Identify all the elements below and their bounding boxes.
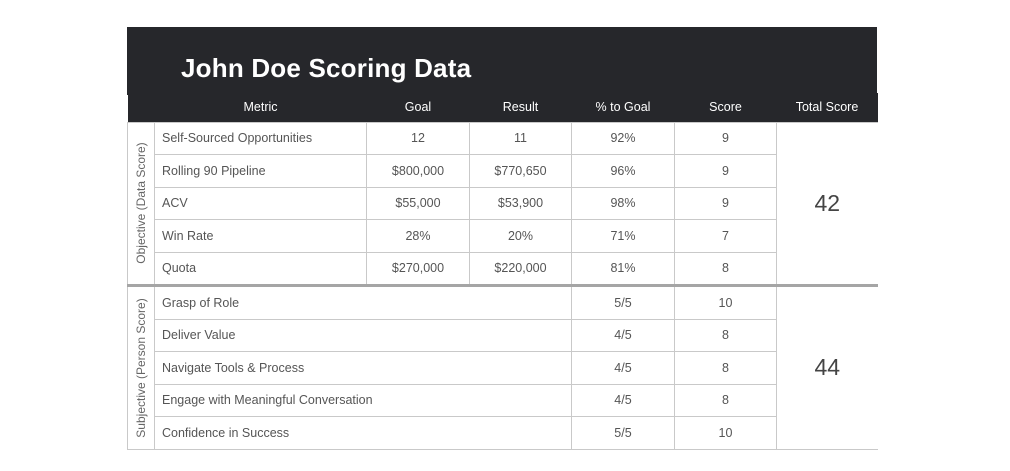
header-row: Metric Goal Result % to Goal Score Total… [127,93,878,122]
result-cell: 11 [469,121,572,155]
result-cell: $220,000 [469,251,572,286]
table-row: ACV $55,000 $53,900 98% 9 [128,186,878,220]
goal-cell: 12 [366,121,470,155]
pct-cell: 4/5 [571,318,675,352]
metric-cell: Self-Sourced Opportunities [154,121,367,155]
pct-cell: 98% [571,186,675,220]
metric-cell: Quota [154,251,367,286]
score-cell: 7 [674,219,777,253]
table-row: Quota $270,000 $220,000 81% 8 [128,251,878,286]
score-cell: 8 [674,383,777,417]
header-pct-to-goal: % to Goal [595,100,651,115]
scoring-table: Metric Goal Result % to Goal Score Total… [127,93,878,450]
metric-cell: Confidence in Success [154,416,572,450]
score-cell: 8 [674,351,777,385]
score-cell: 9 [674,121,777,155]
score-cell: 8 [674,251,777,286]
table-row: Objective (Data Score) Self-Sourced Oppo… [127,121,878,286]
result-cell: $53,900 [469,186,572,220]
goal-cell: $800,000 [366,154,470,188]
result-cell: $770,650 [469,154,572,188]
table-row: Win Rate 28% 20% 71% 7 [128,219,878,253]
metric-cell: ACV [154,186,367,220]
header-goal: Goal [404,100,432,115]
metric-cell: Deliver Value [154,318,572,352]
table-row: Navigate Tools & Process 4/5 8 [128,351,878,385]
pct-cell: 5/5 [571,284,675,320]
goal-cell: 28% [366,219,470,253]
table-row: Rolling 90 Pipeline $800,000 $770,650 96… [128,154,878,188]
table-row: Confidence in Success 5/5 10 [128,416,878,450]
goal-cell: $270,000 [366,251,470,286]
pct-cell: 4/5 [571,351,675,385]
title-bar: John Doe Scoring Data [127,27,877,95]
header-result: Result [502,100,539,115]
pct-cell: 92% [571,121,675,155]
header-metric: Metric [243,100,278,115]
metric-cell: Rolling 90 Pipeline [154,154,367,188]
score-cell: 8 [674,318,777,352]
table-row: Engage with Meaningful Conversation 4/5 … [128,383,878,417]
page-title: John Doe Scoring Data [181,53,472,83]
pct-cell: 81% [571,251,675,286]
pct-cell: 4/5 [571,383,675,417]
header-score: Score [709,100,742,115]
metric-cell: Win Rate [154,219,367,253]
pct-cell: 96% [571,154,675,188]
table-row: Deliver Value 4/5 8 [128,318,878,352]
metric-cell: Navigate Tools & Process [154,351,572,385]
score-cell: 9 [674,154,777,188]
objective-section-label: Objective (Data Score) [127,121,155,286]
subjective-section-label: Subjective (Person Score) [127,284,155,450]
scoring-card: John Doe Scoring Data Metric Goal Result… [127,27,878,450]
header-spacer [128,93,155,122]
pct-cell: 71% [571,219,675,253]
table-row: Subjective (Person Score) Grasp of Role … [127,284,878,450]
score-cell: 10 [674,284,777,320]
result-cell: 20% [469,219,572,253]
header-total-score: Total Score [795,100,859,115]
pct-cell: 5/5 [571,416,675,450]
score-cell: 10 [674,416,777,450]
metric-cell: Grasp of Role [154,284,572,320]
metric-cell: Engage with Meaningful Conversation [154,383,572,417]
score-cell: 9 [674,186,777,220]
goal-cell: $55,000 [366,186,470,220]
objective-total-score: 42 [776,121,878,286]
subjective-total-score: 44 [776,284,878,450]
